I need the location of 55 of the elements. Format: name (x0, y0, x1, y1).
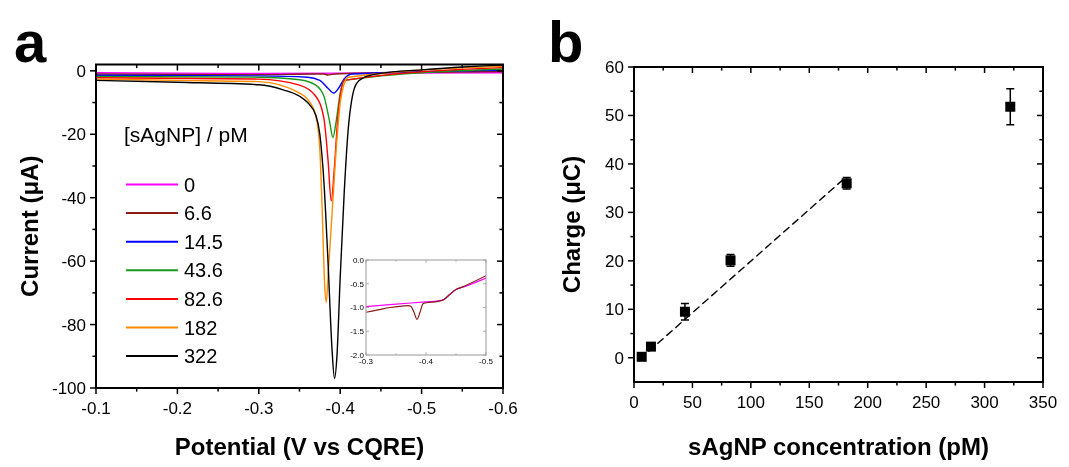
x-tick-label: -0.5 (406, 399, 437, 418)
x-tick-label: -0.3 (359, 357, 374, 366)
y-tick-label: -2.0 (350, 350, 365, 360)
y-tick-label: -40 (61, 188, 86, 208)
y-tick-label: 60 (605, 57, 624, 77)
y-tick-label: -1.0 (350, 303, 365, 313)
x-tick-label: 100 (736, 393, 766, 412)
y-tick-label: -60 (61, 252, 86, 272)
y-tick-label: -20 (61, 125, 86, 145)
y-axis-title: Current (μA) (16, 155, 43, 297)
legend-label: 82.6 (184, 287, 223, 310)
y-tick-label: -80 (61, 315, 86, 335)
x-tick-label: 50 (682, 393, 702, 412)
y-tick-label: 50 (605, 106, 624, 126)
legend-label: 43.6 (184, 259, 223, 282)
y-tick-label: 10 (605, 300, 624, 320)
legend-title: [sAgNP] / pM (124, 122, 248, 146)
y-tick-label: 0.0 (352, 255, 365, 265)
legend-label: 14.5 (184, 230, 223, 253)
y-tick-label: 30 (605, 203, 624, 223)
line-series (96, 66, 503, 202)
line-series (366, 275, 486, 320)
point (645, 341, 656, 352)
x-tick-label: 300 (970, 393, 999, 412)
y-tick-label: -1.5 (350, 327, 365, 337)
x-axis-title: sAgNP concentration (pM) (688, 433, 989, 460)
y-tick-label: -0.5 (350, 279, 365, 289)
point (636, 351, 647, 362)
line-series (96, 65, 503, 304)
y-tick-label: 0 (76, 61, 86, 81)
x-tick-label: 350 (1028, 393, 1058, 412)
chart-title: b (548, 9, 584, 74)
x-tick-label: -0.4 (419, 357, 434, 366)
y-tick-label: 20 (605, 251, 624, 271)
legend-label: 0 (184, 173, 196, 196)
x-tick-label: -0.5 (479, 357, 494, 366)
y-tick-label: -100 (51, 378, 86, 398)
x-tick-label: -0.1 (81, 399, 111, 418)
x-tick-label: -0.2 (162, 399, 193, 418)
point (1005, 101, 1016, 112)
legend-label: 6.6 (184, 202, 212, 225)
x-tick-label: 200 (853, 393, 882, 412)
x-axis-title: Potential (V vs CQRE) (174, 433, 425, 460)
y-tick-label: 40 (605, 154, 624, 174)
x-tick-label: 250 (911, 393, 941, 412)
legend-label: 322 (184, 345, 218, 368)
x-tick-label: 0 (629, 393, 639, 412)
x-tick-label: -0.6 (488, 399, 518, 418)
y-axis-title: Charge (μC) (558, 155, 585, 294)
x-tick-label: -0.3 (244, 399, 274, 418)
legend-label: 182 (184, 316, 218, 339)
point (679, 306, 690, 317)
x-tick-label: 150 (795, 393, 824, 412)
chart-title: a (14, 9, 47, 74)
x-tick-label: -0.4 (325, 399, 355, 418)
